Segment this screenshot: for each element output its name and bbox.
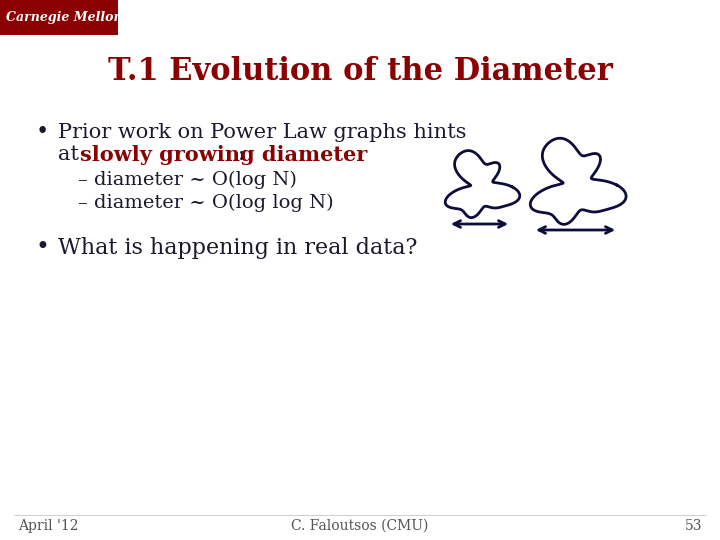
Text: What is happening in real data?: What is happening in real data? [58,237,418,259]
Text: Carnegie Mellon: Carnegie Mellon [6,11,122,24]
Text: – diameter ~ O(log log N): – diameter ~ O(log log N) [78,194,333,212]
Text: Prior work on Power Law graphs hints: Prior work on Power Law graphs hints [58,123,467,141]
Text: C. Faloutsos (CMU): C. Faloutsos (CMU) [292,519,428,533]
Text: 53: 53 [685,519,702,533]
Text: slowly growing diameter: slowly growing diameter [80,145,367,165]
Text: – diameter ~ O(log N): – diameter ~ O(log N) [78,171,297,189]
Text: at: at [58,145,99,165]
Text: April '12: April '12 [18,519,78,533]
Text: •: • [35,237,49,260]
FancyBboxPatch shape [0,0,118,35]
Text: •: • [35,121,49,143]
Text: T.1 Evolution of the Diameter: T.1 Evolution of the Diameter [107,57,613,87]
Text: :: : [238,145,245,165]
